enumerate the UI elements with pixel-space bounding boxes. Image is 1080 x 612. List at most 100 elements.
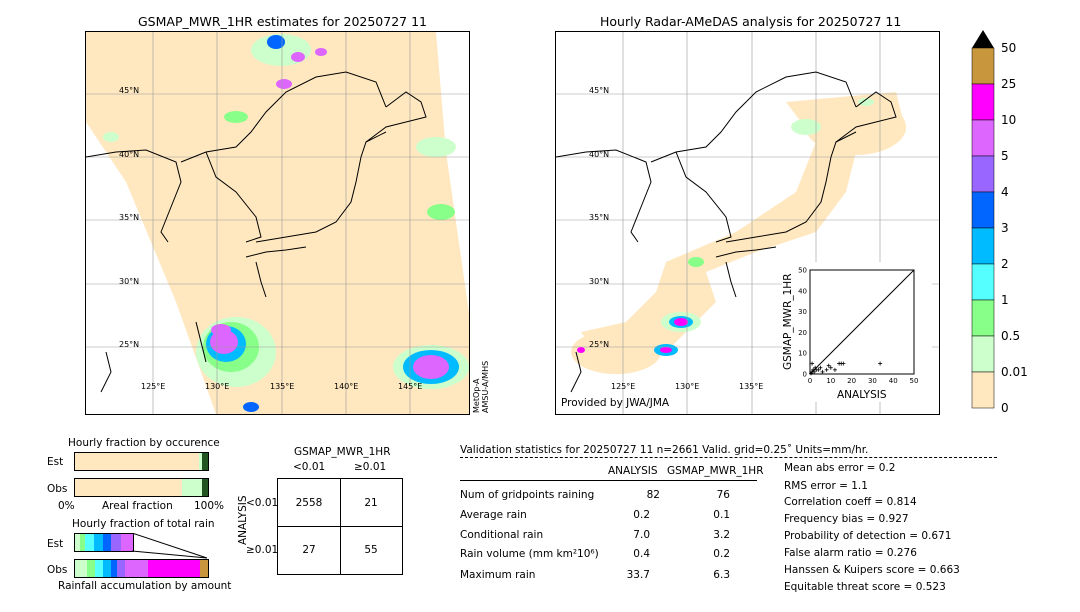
left-lat-25: 25°N	[119, 340, 140, 349]
right-lat-40: 40°N	[589, 150, 610, 159]
scatter-point	[826, 363, 831, 368]
right-map-credit: Provided by JWA/JMA	[561, 397, 670, 409]
scatter-point	[832, 367, 837, 372]
validation-header: Validation statistics for 20250727 11 n=…	[460, 444, 869, 456]
occ-obs-label: Obs	[47, 483, 68, 495]
colorbar-label: 10	[1001, 113, 1017, 127]
scatter-point	[813, 365, 818, 370]
left-lat-40: 40°N	[119, 150, 140, 159]
occ-axis-mid: Areal fraction	[102, 500, 173, 512]
colorbar-label: 50	[1001, 41, 1017, 55]
colorbar-label: 1	[1001, 293, 1009, 307]
colorbar-label: 25	[1001, 77, 1017, 91]
total-est-bar	[74, 533, 134, 552]
left-lon-135: 135°E	[270, 382, 295, 391]
colorbar-label: 0	[1001, 401, 1009, 415]
colorbar-segment	[971, 155, 995, 193]
score-line: Hanssen & Kuipers score = 0.663	[784, 564, 960, 576]
cell-01: 21	[364, 497, 378, 509]
right-map-canvas	[556, 32, 939, 414]
validation-dash-line	[460, 457, 997, 458]
colorbar-label: 3	[1001, 221, 1009, 235]
scatter-plot: 00 10 10 20 20 30 30 40 40 50 50	[798, 267, 918, 386]
occ-est-bar	[74, 452, 209, 471]
stat-gsmap: 76	[716, 489, 730, 501]
scatter-ytick: 0	[803, 371, 807, 379]
left-lon-125: 125°E	[141, 382, 166, 391]
total-bottom-label: Rainfall accumulation by amount	[58, 580, 232, 592]
scatter-point	[820, 369, 825, 374]
left-lon-130: 130°E	[205, 382, 230, 391]
colorbar-segment	[971, 263, 995, 301]
colorbar-segment	[971, 119, 995, 157]
contingency-row-1: <0.01	[246, 497, 279, 509]
total-est-label: Est	[47, 538, 64, 550]
scatter-point	[818, 365, 823, 370]
colorbar	[971, 30, 995, 409]
colorbar-label: 0.01	[1001, 365, 1028, 379]
cell-11: 55	[364, 544, 378, 556]
colorbar-segment	[971, 335, 995, 373]
left-lat-45: 45°N	[119, 86, 140, 95]
left-side-label-2: AMSU-A/MHS	[481, 360, 490, 413]
scatter-xtick: 20	[847, 377, 856, 385]
scatter-ytick: 10	[798, 350, 807, 358]
scatter-point	[812, 369, 817, 374]
scatter-ytick: 40	[798, 287, 807, 295]
contingency-col-1: <0.01	[293, 461, 326, 473]
colorbar-segment	[971, 83, 995, 121]
colorbar-segment	[971, 227, 995, 265]
right-map-title: Hourly Radar-AMeDAS analysis for 2025072…	[600, 14, 902, 29]
scatter-xtick: 10	[826, 377, 835, 385]
occ-axis-right: 100%	[194, 500, 225, 512]
scatter-ytick: 50	[798, 267, 807, 275]
scatter-point	[816, 367, 821, 372]
total-title: Hourly fraction of total rain	[72, 518, 215, 530]
contingency-col-2: ≥0.01	[354, 461, 387, 473]
scatter-xtick: 0	[808, 377, 812, 385]
score-line: Correlation coeff = 0.814	[784, 496, 917, 508]
left-map-canvas	[86, 32, 469, 414]
left-lat-35: 35°N	[119, 213, 140, 222]
scatter-ylabel: GSMAP_MWR_1HR	[782, 273, 794, 370]
scatter-xtick: 40	[889, 377, 898, 385]
colorbar-segment	[971, 191, 995, 229]
scatter-point	[824, 367, 829, 372]
scatter-ytick: 30	[798, 308, 807, 316]
contingency-grid: 2558 21 27 55	[277, 478, 403, 575]
stat-gsmap: 0.2	[713, 548, 730, 560]
stat-gsmap: 3.2	[713, 529, 730, 541]
right-lat-30: 30°N	[589, 277, 610, 286]
occ-axis-left: 0%	[58, 500, 75, 512]
colorbar-label: 0.5	[1001, 329, 1021, 343]
scatter-point	[810, 361, 815, 366]
colorbar-extend-arrow	[972, 30, 994, 48]
total-obs-label: Obs	[47, 564, 68, 576]
stat-analysis: 0.2	[633, 509, 650, 521]
score-line: Probability of detection = 0.671	[784, 530, 952, 542]
colorbar-segment	[971, 299, 995, 337]
left-map	[85, 31, 470, 415]
left-lon-145: 145°E	[398, 382, 423, 391]
contingency-title: GSMAP_MWR_1HR	[294, 446, 391, 458]
right-lat-35: 35°N	[589, 213, 610, 222]
left-side-label-1: MetOp-A	[472, 378, 481, 413]
stat-label: Average rain	[460, 509, 527, 521]
left-map-title: GSMAP_MWR_1HR estimates for 20250727 11	[138, 14, 427, 29]
validation-col-analysis: ANALYSIS	[608, 465, 658, 477]
cell-hits-00: 2558	[295, 497, 323, 509]
stat-gsmap: 0.1	[713, 509, 730, 521]
scatter-xlabel: ANALYSIS	[837, 389, 887, 401]
score-line: Equitable threat score = 0.523	[784, 581, 946, 593]
stat-label: Maximum rain	[460, 569, 536, 581]
right-lon-130: 130°E	[675, 382, 700, 391]
occ-title: Hourly fraction by occurence	[68, 437, 220, 449]
right-lon-135: 135°E	[739, 382, 764, 391]
colorbar-label: 5	[1001, 149, 1009, 163]
scatter-point	[828, 365, 833, 370]
stat-label: Rain volume (mm km²10⁶)	[460, 548, 599, 560]
left-coastline	[86, 71, 427, 393]
stat-analysis: 0.4	[633, 548, 650, 560]
right-map	[555, 31, 940, 415]
stat-analysis: 82	[646, 489, 660, 501]
